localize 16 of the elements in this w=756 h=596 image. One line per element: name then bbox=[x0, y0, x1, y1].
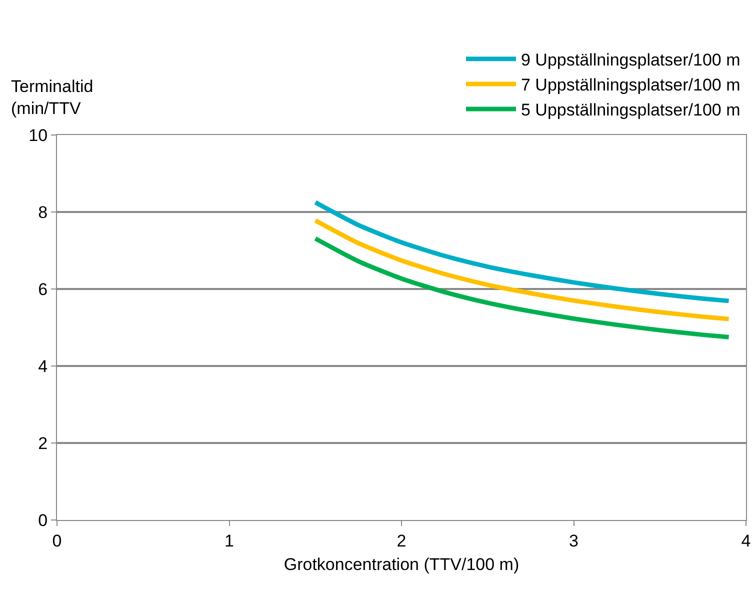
x-tick-label: 1 bbox=[224, 531, 234, 550]
legend-label: 5 Uppställningsplatser/100 m bbox=[521, 100, 740, 120]
x-tick-label: 3 bbox=[569, 531, 578, 550]
x-axis-title: Grotkoncentration (TTV/100 m) bbox=[284, 554, 520, 574]
y-tick-label: 10 bbox=[28, 126, 48, 145]
legend-label: 7 Uppställningsplatser/100 m bbox=[521, 76, 740, 95]
y-tick-label: 2 bbox=[38, 434, 48, 453]
x-tick-label: 2 bbox=[396, 531, 406, 550]
y-tick-label: 6 bbox=[38, 280, 48, 299]
x-tick-label: 4 bbox=[741, 531, 751, 550]
y-tick-label: 0 bbox=[38, 510, 48, 530]
legend-label: 9 Uppställningsplatser/100 m bbox=[521, 50, 740, 70]
y-tick-label: 8 bbox=[38, 202, 48, 222]
x-tick-label: 0 bbox=[52, 531, 62, 550]
y-axis-title: Terminaltid (min/TTV bbox=[11, 77, 94, 118]
y-tick-label: 4 bbox=[38, 356, 48, 376]
